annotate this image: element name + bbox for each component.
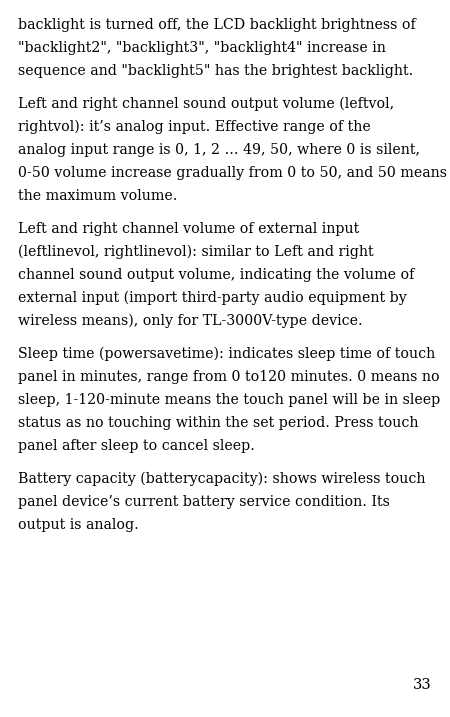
Text: Left and right channel volume of external input: Left and right channel volume of externa… xyxy=(18,222,359,236)
Text: panel after sleep to cancel sleep.: panel after sleep to cancel sleep. xyxy=(18,439,255,452)
Text: Left and right channel sound output volume (leftvol,: Left and right channel sound output volu… xyxy=(18,97,394,111)
Text: sequence and "backlight5" has the brightest backlight.: sequence and "backlight5" has the bright… xyxy=(18,64,413,77)
Text: output is analog.: output is analog. xyxy=(18,518,139,532)
Text: panel device’s current battery service condition. Its: panel device’s current battery service c… xyxy=(18,495,390,509)
Text: the maximum volume.: the maximum volume. xyxy=(18,189,177,203)
Text: backlight is turned off, the LCD backlight brightness of: backlight is turned off, the LCD backlig… xyxy=(18,18,416,32)
Text: Battery capacity (batterycapacity): shows wireless touch: Battery capacity (batterycapacity): show… xyxy=(18,472,426,486)
Text: (leftlinevol, rightlinevol): similar to Left and right: (leftlinevol, rightlinevol): similar to … xyxy=(18,244,373,260)
Text: panel in minutes, range from 0 to120 minutes. 0 means no: panel in minutes, range from 0 to120 min… xyxy=(18,370,440,384)
Text: 0-50 volume increase gradually from 0 to 50, and 50 means: 0-50 volume increase gradually from 0 to… xyxy=(18,166,447,180)
Text: external input (import third-party audio equipment by: external input (import third-party audio… xyxy=(18,291,407,305)
Text: Sleep time (powersavetime): indicates sleep time of touch: Sleep time (powersavetime): indicates sl… xyxy=(18,347,435,361)
Text: "backlight2", "backlight3", "backlight4" increase in: "backlight2", "backlight3", "backlight4"… xyxy=(18,41,386,54)
Text: channel sound output volume, indicating the volume of: channel sound output volume, indicating … xyxy=(18,267,414,282)
Text: rightvol): it’s analog input. Effective range of the: rightvol): it’s analog input. Effective … xyxy=(18,120,371,134)
Text: status as no touching within the set period. Press touch: status as no touching within the set per… xyxy=(18,416,418,429)
Text: wireless means), only for TL-3000V-type device.: wireless means), only for TL-3000V-type … xyxy=(18,314,363,328)
Text: analog input range is 0, 1, 2 … 49, 50, where 0 is silent,: analog input range is 0, 1, 2 … 49, 50, … xyxy=(18,143,420,157)
Text: 33: 33 xyxy=(413,678,432,692)
Text: sleep, 1-120-minute means the touch panel will be in sleep: sleep, 1-120-minute means the touch pane… xyxy=(18,393,440,407)
